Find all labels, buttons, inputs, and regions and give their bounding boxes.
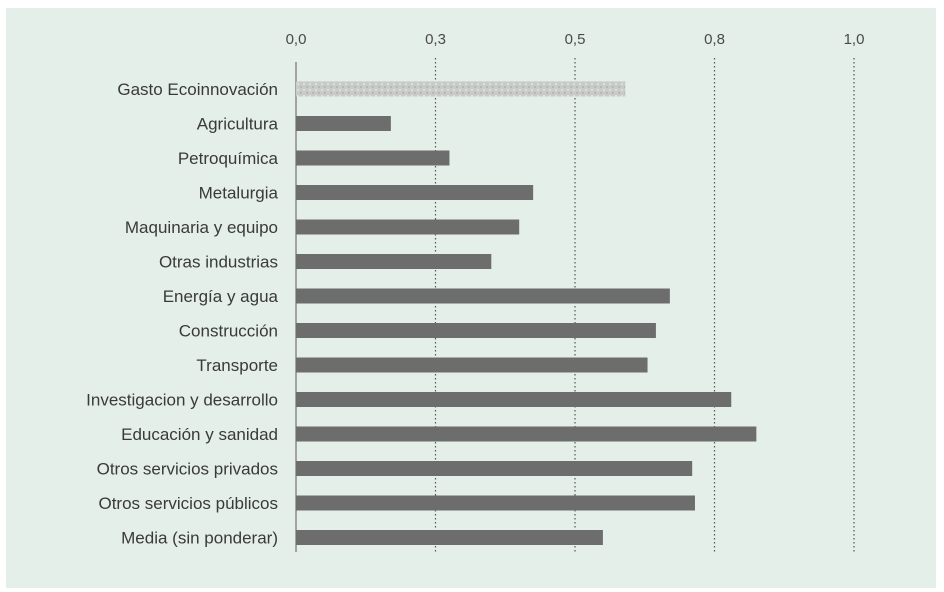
category-label: Otros servicios públicos bbox=[98, 494, 278, 513]
bar bbox=[296, 254, 492, 269]
bar bbox=[296, 495, 695, 511]
category-label: Investigacion y desarrollo bbox=[86, 391, 278, 410]
bar bbox=[296, 323, 656, 338]
bar bbox=[296, 392, 732, 407]
category-label: Metalurgia bbox=[199, 184, 279, 203]
bar bbox=[296, 426, 757, 442]
category-labels: Gasto Ecoinnovación Agricultura Petroquími… bbox=[86, 80, 278, 548]
category-label: Educación y sanidad bbox=[121, 425, 278, 444]
x-tick-label: 0,8 bbox=[704, 31, 725, 48]
bar-chart: 0,0 0,3 0,5 0,8 1,0 Gasto Ecoinnovación Agric… bbox=[86, 31, 865, 552]
bars bbox=[296, 81, 757, 545]
category-label: Petroquímica bbox=[178, 149, 279, 168]
x-tick-label: 0,3 bbox=[425, 31, 446, 48]
category-label: Maquinaria y equipo bbox=[125, 218, 278, 237]
category-label: Energía y agua bbox=[163, 287, 279, 306]
bar-highlighted bbox=[296, 81, 626, 97]
bar bbox=[296, 185, 534, 200]
x-tick-label: 0,0 bbox=[286, 31, 307, 48]
category-label: Agricultura bbox=[197, 115, 279, 134]
category-label: Otras industrias bbox=[159, 253, 278, 272]
bar bbox=[296, 116, 391, 131]
bar bbox=[296, 219, 520, 235]
grid-lines bbox=[434, 58, 855, 552]
x-tick-label: 1,0 bbox=[844, 31, 865, 48]
bar bbox=[296, 357, 648, 373]
category-label: Gasto Ecoinnovación bbox=[117, 80, 278, 99]
bar bbox=[296, 288, 670, 304]
x-tick-label: 0,5 bbox=[565, 31, 586, 48]
category-label: Otros servicios privados bbox=[97, 460, 278, 479]
category-label: Media (sin ponderar) bbox=[121, 529, 278, 548]
category-label: Transporte bbox=[196, 356, 278, 375]
bar bbox=[296, 461, 693, 476]
bar bbox=[296, 530, 603, 545]
bar bbox=[296, 150, 450, 166]
category-label: Construcción bbox=[179, 322, 278, 341]
x-tick-labels: 0,0 0,3 0,5 0,8 1,0 bbox=[286, 31, 865, 48]
chart-panel: 0,0 0,3 0,5 0,8 1,0 Gasto Ecoinnovación Agric… bbox=[6, 8, 936, 588]
